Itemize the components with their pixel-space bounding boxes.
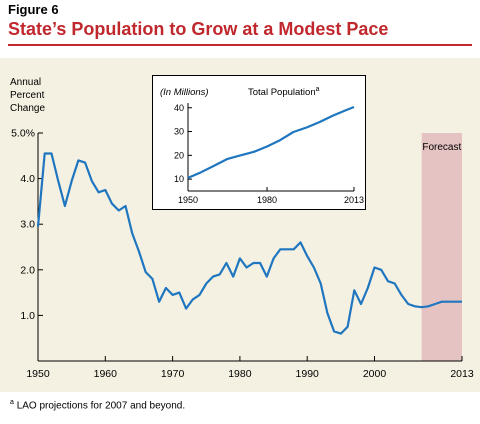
chart-title: State’s Population to Grow at a Modest P… [8,19,389,39]
y-tick-label: 1.0 [20,310,35,322]
x-tick-label: 1970 [161,368,185,380]
y-tick-label: 2.0 [20,264,35,276]
x-tick-label: 1980 [228,368,252,380]
x-tick-label: 2000 [363,368,387,380]
x-axis-ticks: 1950 1960 1970 1980 1990 2000 2013 [26,356,474,380]
y-axis-label-line2: Percent [10,90,45,101]
inset-title-marker: a [316,86,320,93]
inset-y-tick-label: 10 [174,174,184,184]
inset-chart: (In Millions) Total Populationa 10 20 30 40… [152,75,366,210]
y-tick-label: 5.0% [11,128,35,140]
inset-y-tick-label: 20 [174,150,184,160]
forecast-band [421,133,462,361]
x-tick-label: 1960 [94,368,118,380]
x-tick-label: 2013 [450,368,474,380]
inset-x-tick-label: 1980 [257,195,277,205]
footnote: a LAO projections for 2007 and beyond. [10,399,185,411]
y-axis-ticks: 1.0 2.0 3.0 4.0 5.0% [11,128,43,322]
inset-y-axis-ticks: 10 20 30 40 [174,103,192,184]
inset-x-tick-label: 1950 [178,195,198,205]
growth-rate-line [36,152,462,335]
total-population-line [187,105,355,179]
inset-y-tick-label: 40 [174,103,184,113]
inset-y-tick-label: 30 [174,127,184,137]
footnote-text: LAO projections for 2007 and beyond. [16,400,186,412]
main-chart: Forecast Annual Percent Change 1.0 2.0 3.0… [10,77,474,380]
x-tick-label: 1990 [296,368,320,380]
footnote-marker: a [10,399,14,406]
inset-unit-label: (In Millions) [160,87,209,98]
y-axis-label-line3: Change [10,103,45,114]
y-tick-label: 3.0 [20,219,35,231]
inset-x-tick-label: 2013 [344,195,364,205]
figure-label: Figure 6 [8,2,59,17]
y-axis-label-line1: Annual [10,77,41,88]
inset-title-text: Total Population [248,87,316,98]
x-tick-label: 1950 [26,368,50,380]
inset-title: Total Populationa [248,86,320,98]
title-rule [8,44,472,46]
y-tick-label: 4.0 [20,173,35,185]
forecast-label: Forecast [422,142,461,153]
